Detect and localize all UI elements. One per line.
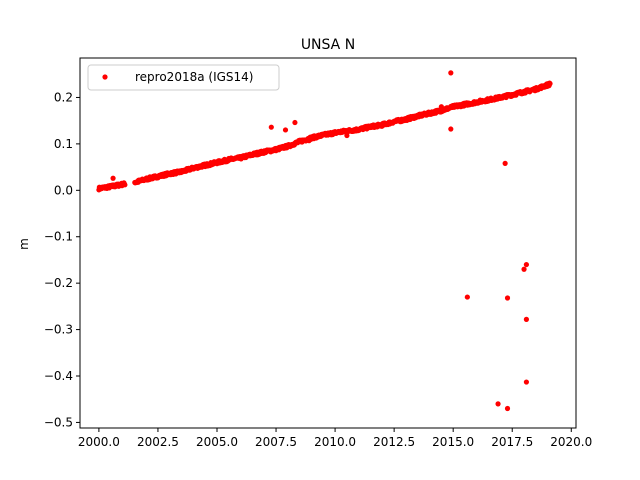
outlier-point: [521, 266, 527, 272]
outlier-point: [523, 379, 530, 385]
data-point: [122, 182, 128, 188]
y-tick-label: 0.1: [54, 137, 73, 151]
outlier-point: [448, 126, 454, 132]
outlier-point: [292, 119, 298, 126]
x-tick-label: 2002.5: [137, 435, 179, 449]
legend-box: [87, 64, 280, 91]
x-tick-label: 2007.5: [255, 435, 297, 449]
outlier-point: [502, 160, 508, 166]
x-tick-label: 2000.0: [78, 435, 120, 449]
y-tick-label: −0.5: [44, 415, 73, 429]
legend-marker: [102, 74, 108, 80]
outlier-point: [523, 261, 530, 268]
outlier-point: [306, 138, 312, 144]
x-tick-label: 2010.0: [314, 435, 356, 449]
x-tick-label: 2017.5: [491, 435, 533, 449]
y-tick-label: 0.2: [54, 90, 73, 104]
y-tick-label: 0.0: [54, 183, 73, 197]
outlier-point: [523, 316, 530, 322]
outlier-point: [268, 124, 274, 130]
outlier-point: [110, 175, 116, 181]
outlier-point: [504, 405, 511, 412]
outlier-point: [495, 401, 501, 407]
x-tick-label: 2015.0: [432, 435, 474, 449]
axes-frame: [79, 57, 577, 429]
outlier-point: [282, 127, 289, 133]
outlier-point: [344, 132, 350, 139]
y-tick-label: −0.1: [44, 230, 73, 244]
x-tick-label: 2020.0: [550, 435, 592, 449]
chart-title: UNSA N: [301, 37, 355, 53]
legend: repro2018a (IGS14): [87, 64, 280, 91]
legend-label: repro2018a (IGS14): [135, 70, 253, 84]
x-tick-label: 2005.0: [196, 435, 238, 449]
y-tick-label: −0.2: [44, 276, 73, 290]
outlier-point: [438, 104, 444, 110]
y-axis-label: m: [17, 238, 31, 250]
x-axis-ticks: 2000.0 2002.5 2005.0 2007.5 2010.0 2012.5 2015…: [78, 428, 592, 449]
x-tick-label: 2012.5: [373, 435, 415, 449]
outlier-point: [504, 295, 511, 301]
y-tick-label: −0.4: [44, 369, 73, 383]
data-point: [547, 81, 553, 87]
y-axis-ticks: −0.5 −0.4 −0.3 −0.2 −0.1 0.0 0.1 0.2: [44, 90, 80, 429]
y-tick-label: −0.3: [44, 323, 73, 337]
outlier-point: [464, 294, 470, 300]
plot-area: [96, 70, 553, 412]
outlier-point: [448, 70, 454, 76]
